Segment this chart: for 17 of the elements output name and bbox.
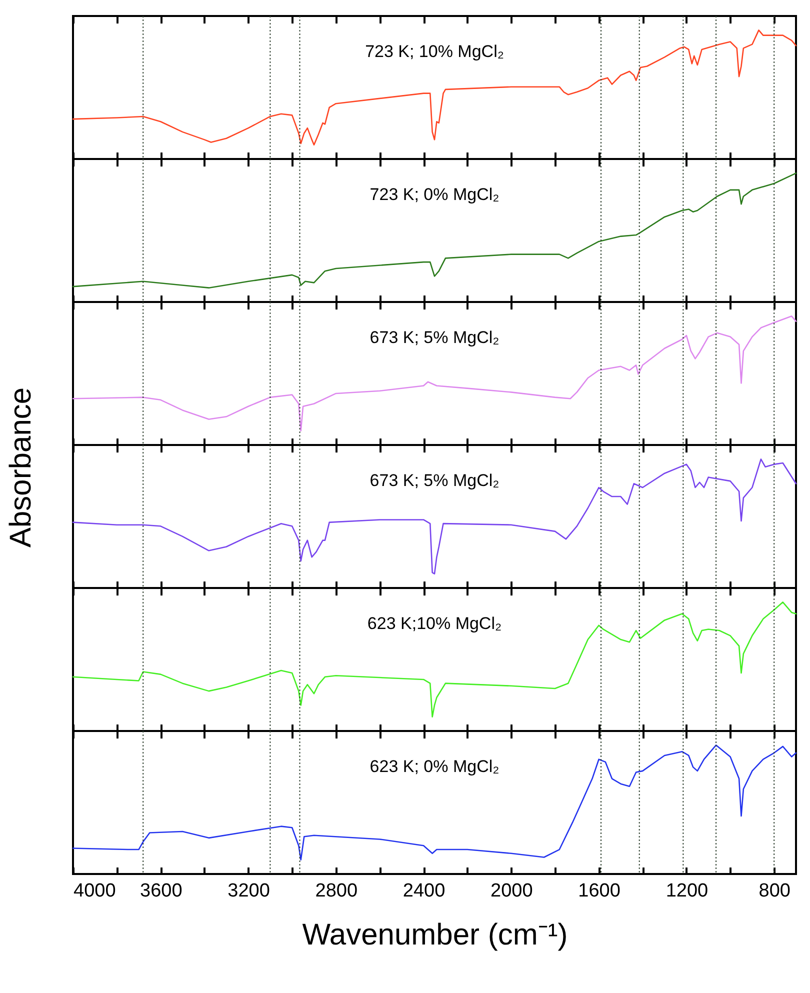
text: 723 K; 10% MgCl₂ <box>365 42 504 61</box>
text: 723 K; 0% MgCl₂ <box>370 185 500 204</box>
text: 623 K; 0% MgCl₂ <box>370 757 500 776</box>
x-tick-label: 800 <box>758 880 790 902</box>
x-tick-label: 2800 <box>315 880 358 902</box>
x-tick-label: 4000 <box>74 880 116 902</box>
text: 673 K; 5% MgCl₂ <box>370 471 500 490</box>
x-tick-label: 2400 <box>402 880 446 902</box>
x-tick-label: 3600 <box>140 880 182 902</box>
x-axis-title: Wavenumber (cm⁻¹) <box>302 918 568 952</box>
text: 623 K;10% MgCl₂ <box>367 614 502 633</box>
x-tick-label: 3200 <box>228 880 270 902</box>
text: 673 K; 5% MgCl₂ <box>370 328 500 347</box>
x-tick-label: 2000 <box>490 880 533 902</box>
x-tick-label: 1600 <box>578 880 620 902</box>
y-axis-title: Absorbance <box>4 387 38 548</box>
x-tick-label: 1200 <box>666 880 708 902</box>
